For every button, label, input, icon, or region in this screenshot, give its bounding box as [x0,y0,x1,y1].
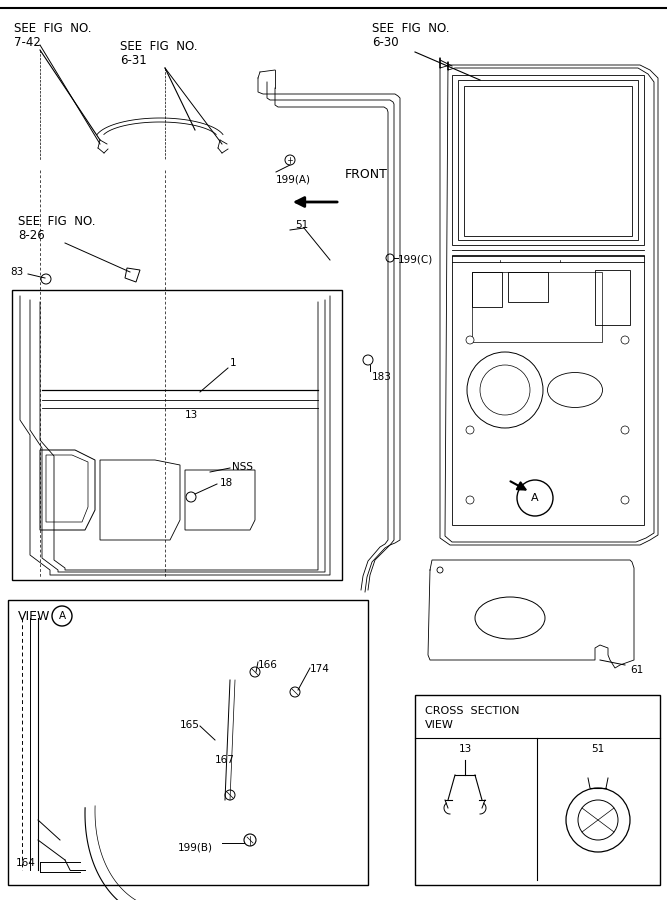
Bar [464,86,632,236]
Text: SEE  FIG  NO.: SEE FIG NO. [120,40,197,53]
Text: 199(B): 199(B) [178,842,213,852]
Text: 61: 61 [630,665,643,675]
Circle shape [466,496,474,504]
Circle shape [621,336,629,344]
Text: 83: 83 [10,267,23,277]
Text: 13: 13 [185,410,198,420]
Text: 174: 174 [310,664,330,674]
Circle shape [480,365,530,415]
Bar [508,272,548,302]
Circle shape [285,155,295,165]
Circle shape [186,492,196,502]
Text: SEE  FIG  NO.: SEE FIG NO. [18,215,95,228]
Circle shape [290,687,300,697]
Text: 6-30: 6-30 [372,36,399,49]
Text: FRONT: FRONT [345,168,388,181]
Bar [12,290,342,580]
Circle shape [566,788,630,852]
Circle shape [225,790,235,800]
Circle shape [386,254,394,262]
Bar [452,75,644,245]
Text: 199(C): 199(C) [398,255,434,265]
Text: 165: 165 [180,720,200,730]
Text: SEE  FIG  NO.: SEE FIG NO. [14,22,91,35]
Circle shape [578,800,618,840]
Circle shape [466,426,474,434]
Bar [8,600,368,885]
Circle shape [621,426,629,434]
Text: 1: 1 [230,358,237,368]
Circle shape [244,834,256,846]
Circle shape [52,606,72,626]
Bar [472,272,502,307]
Text: 164: 164 [16,858,36,868]
Text: NSS: NSS [232,462,253,472]
Circle shape [517,480,553,516]
Circle shape [437,567,443,573]
Bar [458,80,638,240]
Circle shape [467,352,543,428]
Circle shape [250,667,260,677]
Text: 166: 166 [258,660,278,670]
Circle shape [363,355,373,365]
Text: 6-31: 6-31 [120,54,147,67]
Text: A: A [531,493,539,503]
Text: 13: 13 [458,744,472,754]
Bar [595,270,630,325]
Text: SEE  FIG  NO.: SEE FIG NO. [372,22,450,35]
Text: 199(A): 199(A) [276,175,311,185]
Text: 18: 18 [220,478,233,488]
Text: 8-26: 8-26 [18,229,45,242]
Text: 51: 51 [295,220,308,230]
Text: A: A [59,611,65,621]
Text: 7-42: 7-42 [14,36,41,49]
Circle shape [466,336,474,344]
Bar [415,695,660,885]
Text: 167: 167 [215,755,235,765]
Text: CROSS  SECTION: CROSS SECTION [425,706,520,716]
Text: VIEW: VIEW [425,720,454,730]
Bar [452,255,644,525]
Text: 51: 51 [592,744,604,754]
Text: VIEW: VIEW [18,610,51,623]
Bar [472,272,602,342]
Circle shape [621,496,629,504]
Circle shape [41,274,51,284]
Text: 183: 183 [372,372,392,382]
